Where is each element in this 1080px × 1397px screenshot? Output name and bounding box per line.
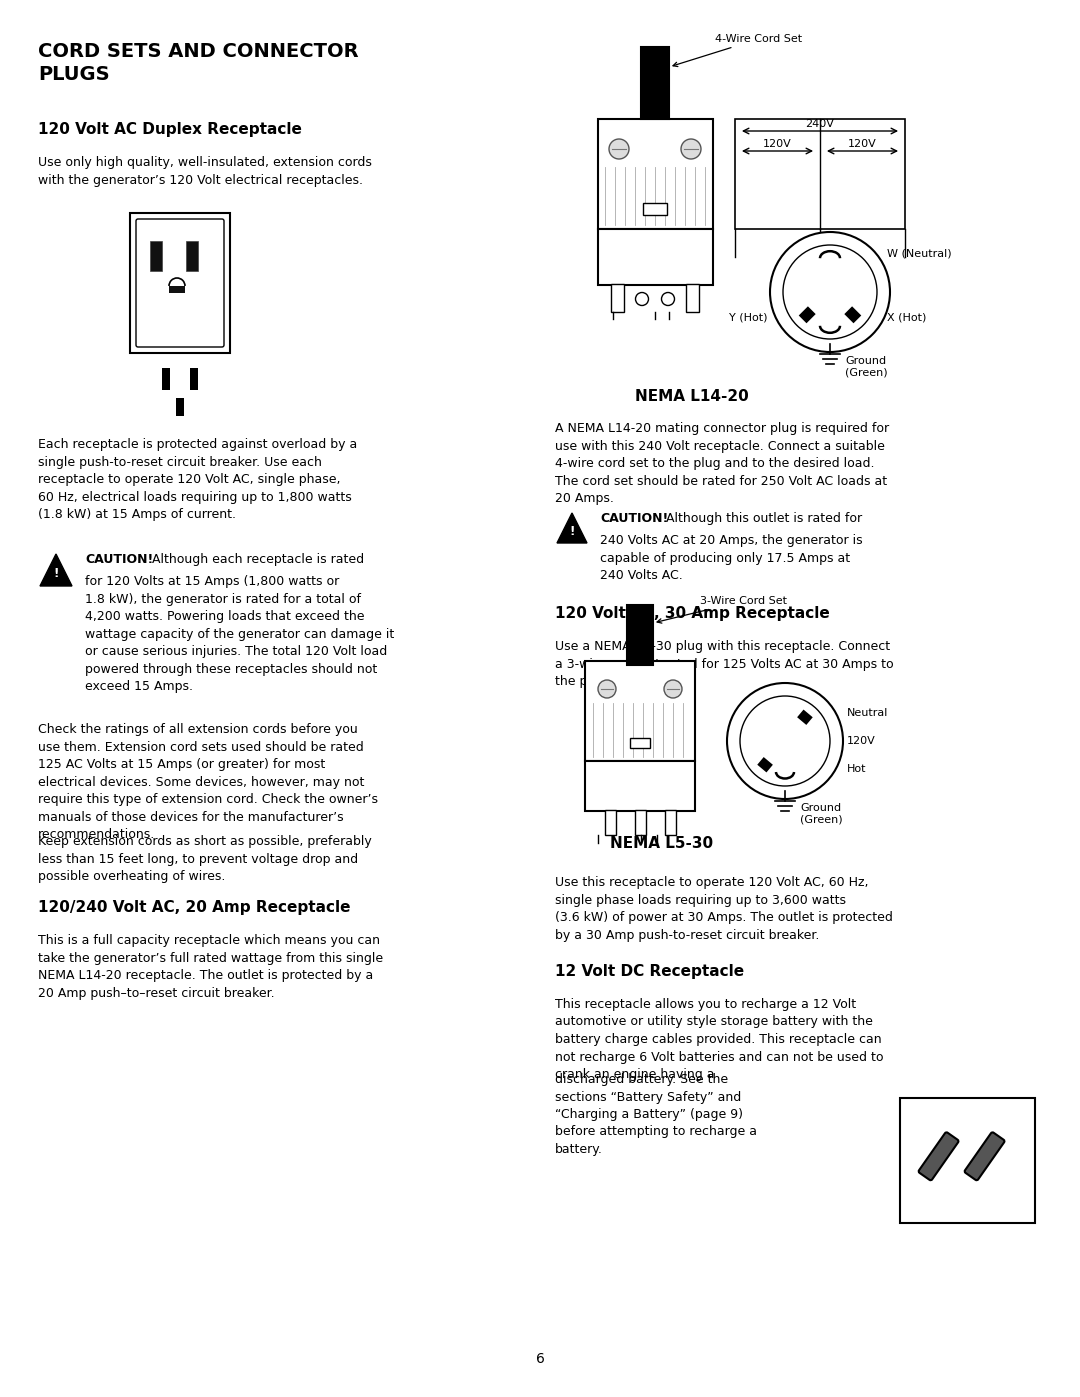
Polygon shape: [40, 555, 72, 585]
Text: 120V: 120V: [847, 736, 876, 746]
Circle shape: [635, 292, 648, 306]
Circle shape: [727, 683, 843, 799]
Text: Use this receptacle to operate 120 Volt AC, 60 Hz,
single phase loads requiring : Use this receptacle to operate 120 Volt …: [555, 876, 893, 942]
Text: 120V: 120V: [848, 138, 877, 149]
Text: This receptacle allows you to recharge a 12 Volt
automotive or utility style sto: This receptacle allows you to recharge a…: [555, 997, 883, 1081]
FancyBboxPatch shape: [136, 219, 224, 346]
Circle shape: [661, 292, 675, 306]
Text: Ground
(Green): Ground (Green): [845, 356, 888, 377]
Bar: [642, 47, 669, 119]
Text: !: !: [569, 525, 575, 538]
Text: X (Hot): X (Hot): [887, 313, 927, 323]
Text: Although each receptacle is rated: Although each receptacle is rated: [148, 553, 364, 566]
Circle shape: [598, 680, 616, 698]
Text: CORD SETS AND CONNECTOR
PLUGS: CORD SETS AND CONNECTOR PLUGS: [38, 42, 359, 84]
Text: CAUTION!: CAUTION!: [600, 511, 669, 525]
Bar: [757, 757, 773, 773]
Text: Ground
(Green): Ground (Green): [800, 803, 842, 824]
Text: 120V: 120V: [764, 138, 792, 149]
Bar: [635, 810, 646, 835]
Bar: [597, 229, 713, 285]
Text: for 120 Volts at 15 Amps (1,800 watts or
1.8 kW), the generator is rated for a t: for 120 Volts at 15 Amps (1,800 watts or…: [85, 576, 394, 693]
Text: 12 Volt DC Receptacle: 12 Volt DC Receptacle: [555, 964, 744, 979]
FancyBboxPatch shape: [919, 1133, 958, 1180]
Circle shape: [783, 244, 877, 339]
Circle shape: [664, 680, 681, 698]
Text: Check the ratings of all extension cords before you
use them. Extension cord set: Check the ratings of all extension cords…: [38, 724, 378, 841]
Text: NEMA L5-30: NEMA L5-30: [610, 835, 713, 851]
Text: Although this outlet is rated for: Although this outlet is rated for: [662, 511, 862, 525]
Bar: [901, 1098, 1036, 1222]
Text: 120 Volt AC, 30 Amp Receptacle: 120 Volt AC, 30 Amp Receptacle: [555, 606, 829, 622]
Bar: [643, 203, 667, 215]
Bar: [605, 810, 616, 835]
Bar: [610, 284, 623, 312]
Text: W (Neutral): W (Neutral): [887, 249, 951, 258]
Text: Keep extension cords as short as possible, preferably
less than 15 feet long, to: Keep extension cords as short as possibl…: [38, 835, 372, 883]
Text: 6: 6: [536, 1352, 544, 1366]
Text: Use a NEMA L5–30 plug with this receptacle. Connect
a 3-wire cord set rated for : Use a NEMA L5–30 plug with this receptac…: [555, 640, 893, 687]
Text: 3-Wire Cord Set: 3-Wire Cord Set: [657, 597, 787, 623]
Text: A NEMA L14-20 mating connector plug is required for
use with this 240 Volt recep: A NEMA L14-20 mating connector plug is r…: [555, 422, 889, 504]
Text: Use only high quality, well-insulated, extension cords
with the generator’s 120 : Use only high quality, well-insulated, e…: [38, 156, 372, 187]
Circle shape: [681, 138, 701, 159]
Bar: [585, 661, 696, 761]
Bar: [168, 286, 185, 293]
Bar: [845, 306, 861, 323]
FancyBboxPatch shape: [964, 1133, 1004, 1180]
Text: CAUTION!: CAUTION!: [85, 553, 153, 566]
Bar: [797, 710, 813, 725]
Text: NEMA L14-20: NEMA L14-20: [635, 388, 748, 404]
Bar: [664, 810, 675, 835]
Text: Hot: Hot: [847, 764, 866, 774]
Circle shape: [770, 232, 890, 352]
Text: Neutral: Neutral: [847, 708, 889, 718]
Text: discharged battery. See the
sections “Battery Safety” and
“Charging a Battery” (: discharged battery. See the sections “Ba…: [555, 1073, 757, 1155]
Bar: [130, 212, 230, 353]
Bar: [190, 367, 198, 390]
Bar: [162, 367, 170, 390]
Text: 240V: 240V: [806, 119, 835, 129]
Text: 120/240 Volt AC, 20 Amp Receptacle: 120/240 Volt AC, 20 Amp Receptacle: [38, 900, 351, 915]
Bar: [186, 242, 198, 271]
Bar: [597, 119, 713, 229]
Text: !: !: [53, 567, 58, 580]
Text: 4-Wire Cord Set: 4-Wire Cord Set: [673, 34, 802, 67]
Text: Y (Hot): Y (Hot): [729, 313, 767, 323]
Bar: [687, 284, 700, 312]
Text: This is a full capacity receptacle which means you can
take the generator’s full: This is a full capacity receptacle which…: [38, 935, 383, 999]
Bar: [176, 398, 184, 416]
Bar: [735, 119, 905, 229]
Bar: [585, 761, 696, 812]
Polygon shape: [557, 513, 588, 543]
Circle shape: [740, 696, 831, 787]
Bar: [799, 306, 815, 323]
Bar: [630, 738, 650, 747]
Text: 120 Volt AC Duplex Receptacle: 120 Volt AC Duplex Receptacle: [38, 122, 302, 137]
Text: 240 Volts AC at 20 Amps, the generator is
capable of producing only 17.5 Amps at: 240 Volts AC at 20 Amps, the generator i…: [600, 534, 863, 583]
Circle shape: [609, 138, 629, 159]
Bar: [627, 605, 653, 665]
Bar: [150, 242, 162, 271]
Text: Each receptacle is protected against overload by a
single push-to-reset circuit : Each receptacle is protected against ove…: [38, 439, 357, 521]
